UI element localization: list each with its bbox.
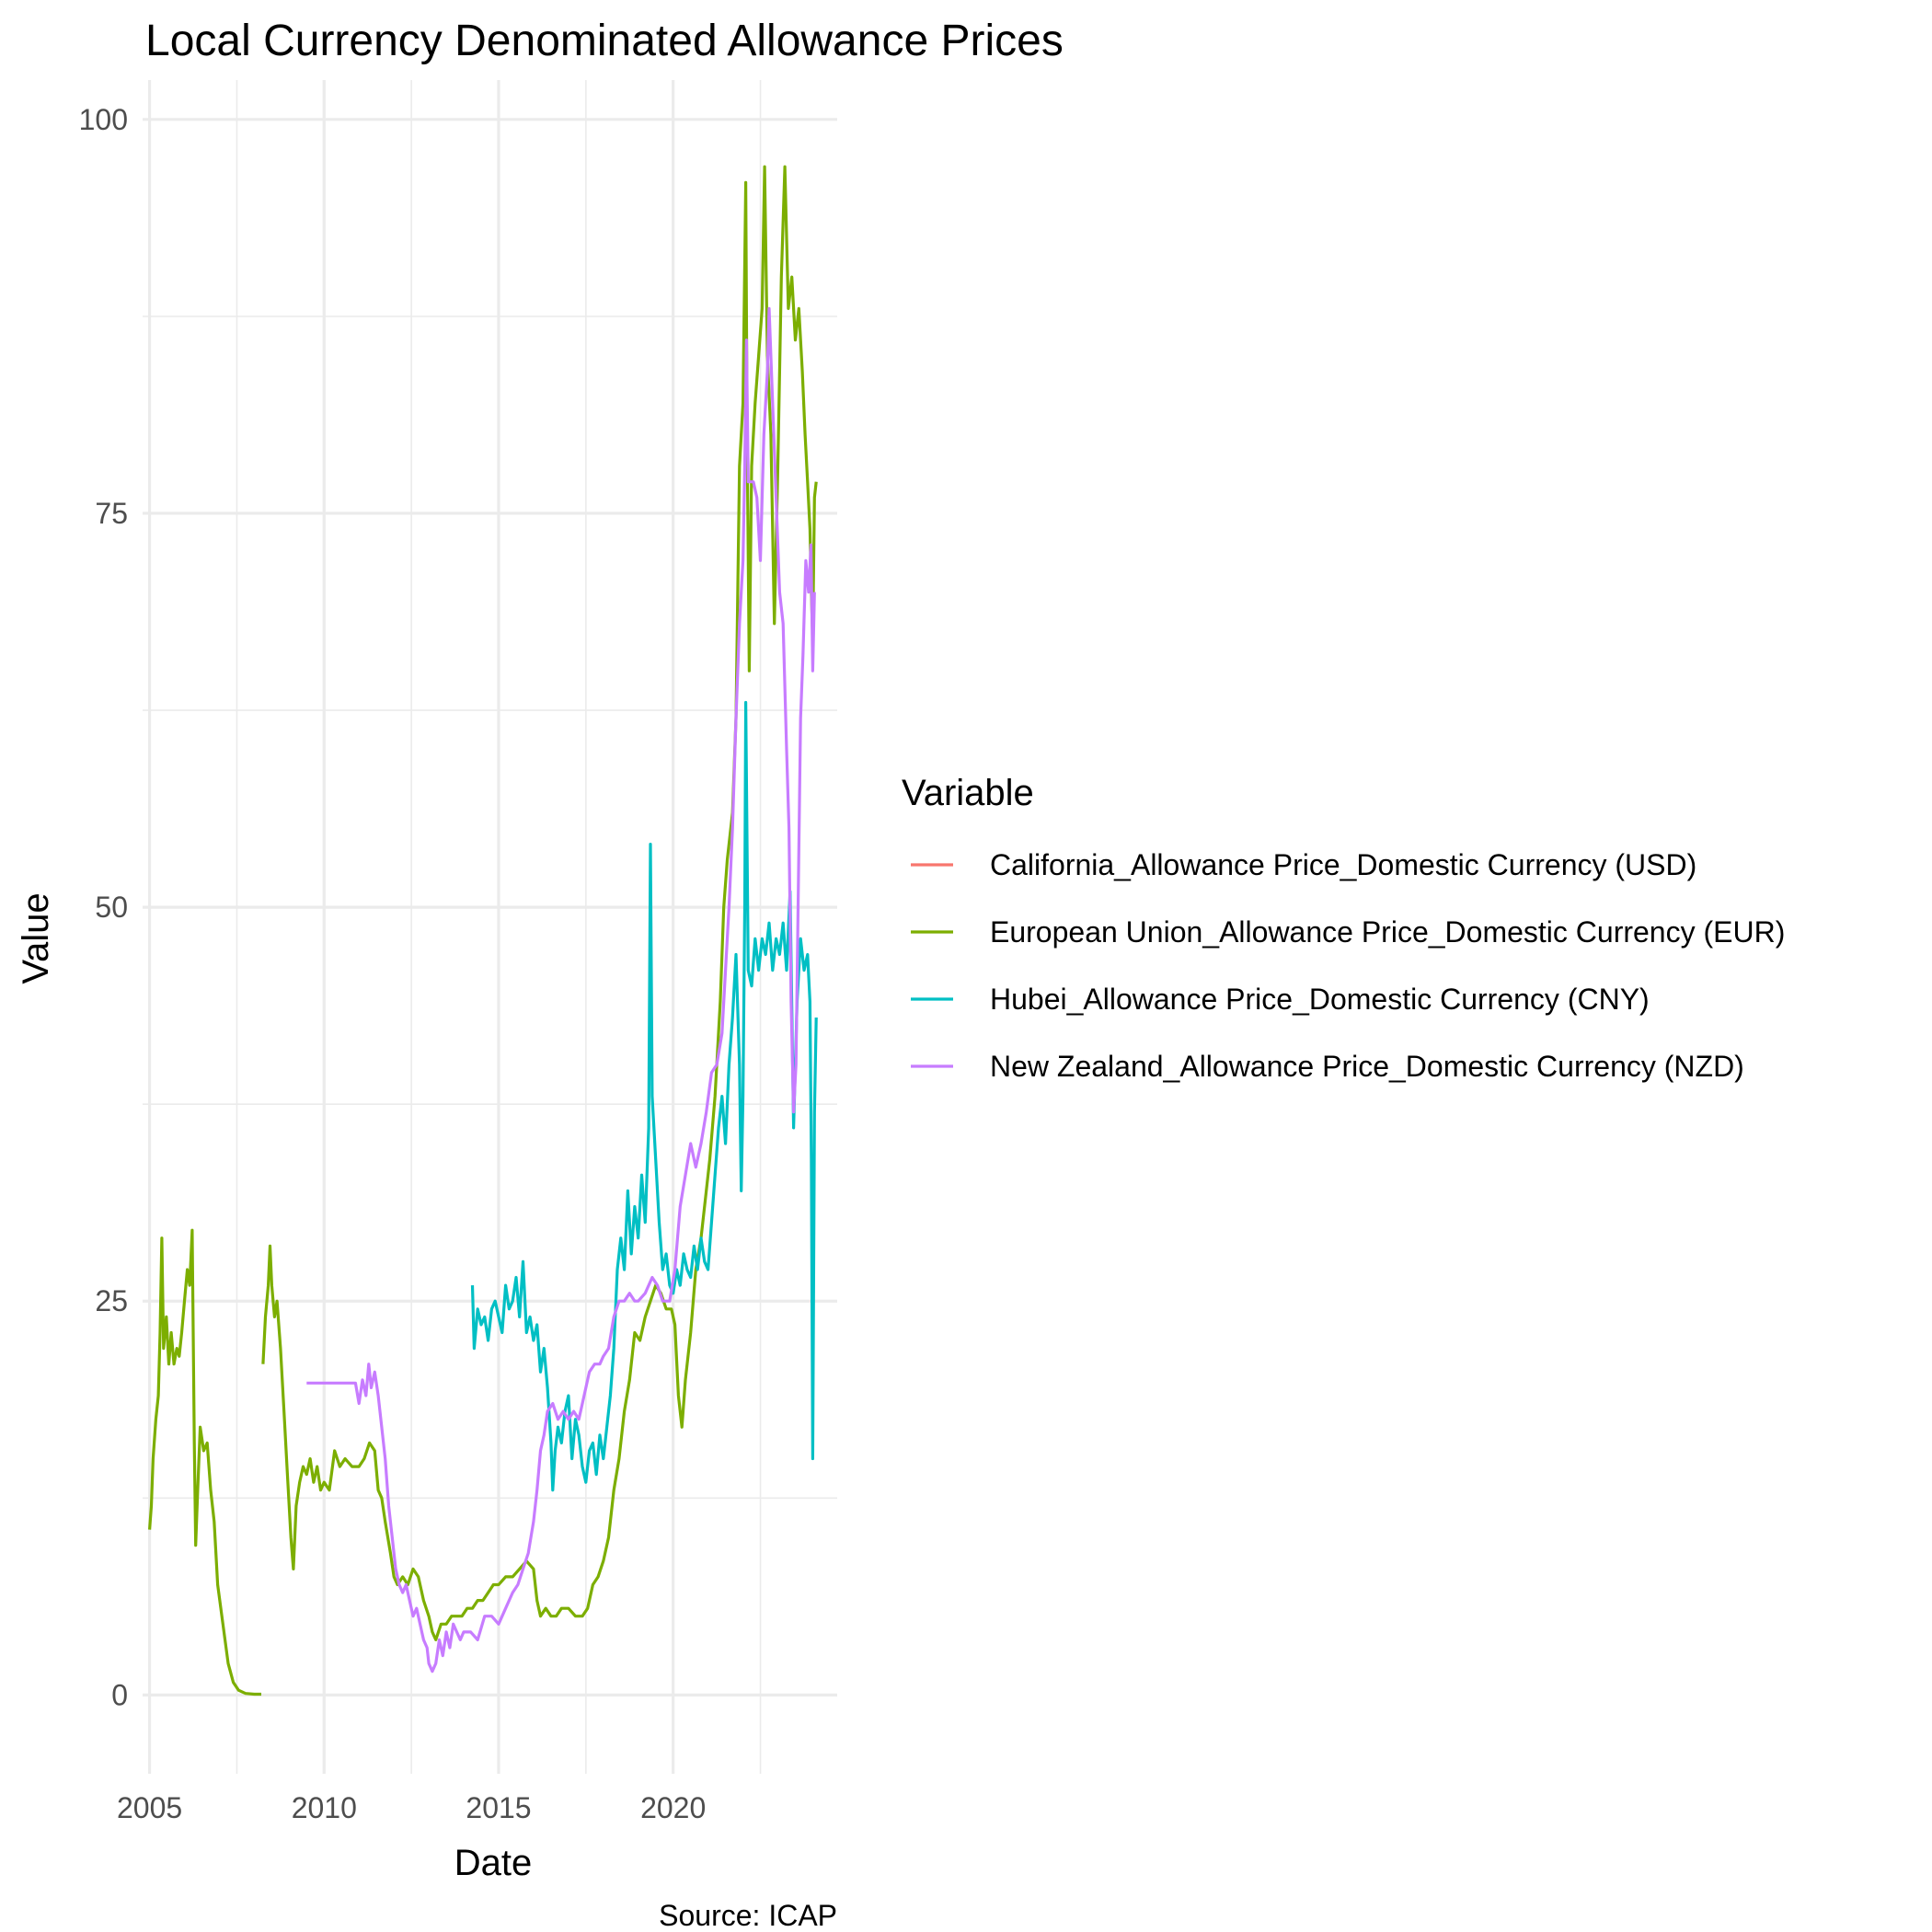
series-line-european-union — [148, 165, 818, 1696]
axes: 0 25 50 75 100 2005 2010 2015 2020 — [79, 103, 707, 1824]
y-tick-label: 75 — [95, 497, 128, 530]
legend-label-new-zealand: New Zealand_Allowance Price_Domestic Cur… — [990, 1050, 1744, 1083]
legend-label-european-union: European Union_Allowance Price_Domestic … — [990, 915, 1785, 949]
legend-label-hubei: Hubei_Allowance Price_Domestic Currency … — [990, 983, 1650, 1016]
y-tick-label: 100 — [79, 103, 128, 136]
x-tick-label: 2020 — [640, 1791, 706, 1824]
plot-grid — [143, 80, 837, 1774]
series-line-hubei — [470, 700, 818, 1492]
y-tick-label: 25 — [95, 1284, 128, 1317]
legend: Variable California_Allowance Price_Dome… — [902, 773, 1785, 1083]
x-tick-label: 2010 — [292, 1791, 357, 1824]
x-tick-label: 2005 — [117, 1791, 182, 1824]
x-tick-label: 2015 — [466, 1791, 531, 1824]
plot-series — [148, 165, 818, 1696]
y-axis-title: Value — [16, 892, 56, 983]
source-caption: Source: ICAP — [659, 1899, 837, 1932]
legend-title: Variable — [902, 773, 1034, 813]
series-line-new-zealand — [306, 306, 816, 1673]
x-axis-title: Date — [454, 1843, 533, 1883]
legend-label-california: California_Allowance Price_Domestic Curr… — [990, 848, 1696, 881]
chart-title: Local Currency Denominated Allowance Pri… — [145, 17, 1064, 65]
y-tick-label: 50 — [95, 891, 128, 924]
y-tick-label: 0 — [111, 1678, 128, 1711]
